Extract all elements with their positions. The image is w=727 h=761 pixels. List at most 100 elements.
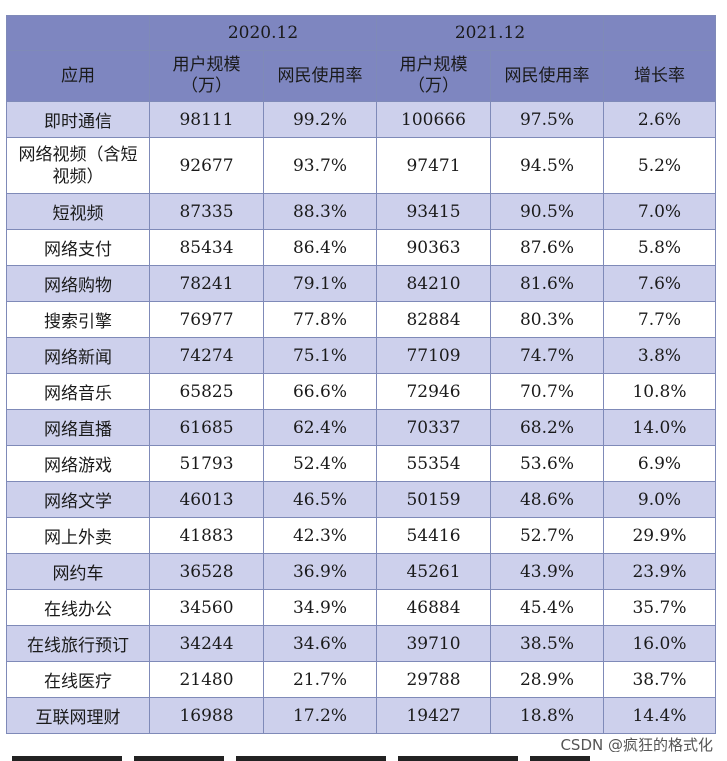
rate-2021-cell: 45.4%: [490, 589, 604, 626]
users-2021-cell: 93415: [376, 193, 491, 230]
table-row: 网络支付 85434 86.4% 90363 87.6% 5.8%: [6, 229, 716, 266]
users-2020-cell: 78241: [149, 265, 264, 302]
table-row: 网络直播 61685 62.4% 70337 68.2% 14.0%: [6, 409, 716, 446]
users-2021-cell: 70337: [376, 409, 491, 446]
app-name-cell: 网络音乐: [6, 373, 150, 410]
app-name-cell: 网络购物: [6, 265, 150, 302]
app-name-cell: 在线医疗: [6, 661, 150, 698]
rate-2021-cell: 97.5%: [490, 101, 604, 138]
growth-cell: 35.7%: [603, 589, 716, 626]
rate-2020-cell: 34.6%: [263, 625, 377, 662]
users-2021-cell: 82884: [376, 301, 491, 338]
table-row: 即时通信 98111 99.2% 100666 97.5% 2.6%: [6, 101, 716, 138]
col-header-users-2020: 用户规模（万）: [149, 50, 264, 102]
users-2020-cell: 16988: [149, 697, 264, 734]
growth-cell: 9.0%: [603, 481, 716, 518]
table-row: 在线办公 34560 34.9% 46884 45.4% 35.7%: [6, 589, 716, 626]
app-name-cell: 网络游戏: [6, 445, 150, 482]
rate-2021-cell: 94.5%: [490, 137, 604, 194]
app-name-cell: 网上外卖: [6, 517, 150, 554]
users-2020-cell: 51793: [149, 445, 264, 482]
users-2021-cell: 100666: [376, 101, 491, 138]
app-name-cell: 网络视频（含短视频）: [6, 137, 150, 194]
rate-2020-cell: 36.9%: [263, 553, 377, 590]
table-row: 网约车 36528 36.9% 45261 43.9% 23.9%: [6, 553, 716, 590]
growth-cell: 14.4%: [603, 697, 716, 734]
rate-2021-cell: 68.2%: [490, 409, 604, 446]
table-row: 互联网理财 16988 17.2% 19427 18.8% 14.4%: [6, 697, 716, 734]
users-2021-cell: 97471: [376, 137, 491, 194]
rate-2020-cell: 86.4%: [263, 229, 377, 266]
app-name-cell: 网络文学: [6, 481, 150, 518]
table-row: 网络游戏 51793 52.4% 55354 53.6% 6.9%: [6, 445, 716, 482]
rate-2021-cell: 28.9%: [490, 661, 604, 698]
users-2020-cell: 46013: [149, 481, 264, 518]
growth-cell: 5.2%: [603, 137, 716, 194]
table-row: 网上外卖 41883 42.3% 54416 52.7% 29.9%: [6, 517, 716, 554]
users-2021-cell: 50159: [376, 481, 491, 518]
col-header-growth: 增长率: [603, 50, 716, 102]
app-name-cell: 网络新闻: [6, 337, 150, 374]
header-blank-cell: [603, 15, 716, 51]
rate-2021-cell: 38.5%: [490, 625, 604, 662]
growth-cell: 16.0%: [603, 625, 716, 662]
rate-2021-cell: 80.3%: [490, 301, 604, 338]
growth-cell: 5.8%: [603, 229, 716, 266]
users-2021-cell: 39710: [376, 625, 491, 662]
rate-2020-cell: 46.5%: [263, 481, 377, 518]
growth-cell: 2.6%: [603, 101, 716, 138]
rate-2020-cell: 66.6%: [263, 373, 377, 410]
internet-apps-table: 2020.12 2021.12 应用 用户规模（万） 网民使用率 用户规模（万）…: [6, 15, 716, 734]
col-header-rate-2021: 网民使用率: [490, 50, 604, 102]
rate-2020-cell: 75.1%: [263, 337, 377, 374]
users-2020-cell: 61685: [149, 409, 264, 446]
users-2021-cell: 72946: [376, 373, 491, 410]
rate-2021-cell: 70.7%: [490, 373, 604, 410]
users-2020-cell: 76977: [149, 301, 264, 338]
year-2021-header: 2021.12: [376, 15, 604, 51]
app-name-cell: 互联网理财: [6, 697, 150, 734]
year-header-row: 2020.12 2021.12: [6, 15, 716, 51]
app-name-cell: 短视频: [6, 193, 150, 230]
rate-2020-cell: 88.3%: [263, 193, 377, 230]
users-2020-cell: 34560: [149, 589, 264, 626]
app-name-cell: 在线旅行预订: [6, 625, 150, 662]
users-2020-cell: 21480: [149, 661, 264, 698]
growth-cell: 10.8%: [603, 373, 716, 410]
users-2020-cell: 87335: [149, 193, 264, 230]
users-2020-cell: 74274: [149, 337, 264, 374]
growth-cell: 7.0%: [603, 193, 716, 230]
app-name-cell: 网络支付: [6, 229, 150, 266]
app-name-cell: 网络直播: [6, 409, 150, 446]
table-row: 在线医疗 21480 21.7% 29788 28.9% 38.7%: [6, 661, 716, 698]
table-row: 网络文学 46013 46.5% 50159 48.6% 9.0%: [6, 481, 716, 518]
rate-2020-cell: 79.1%: [263, 265, 377, 302]
app-name-cell: 在线办公: [6, 589, 150, 626]
rate-2020-cell: 17.2%: [263, 697, 377, 734]
rate-2021-cell: 81.6%: [490, 265, 604, 302]
cropped-text-line: [0, 752, 727, 761]
users-2021-cell: 54416: [376, 517, 491, 554]
year-2020-header: 2020.12: [149, 15, 377, 51]
rate-2021-cell: 43.9%: [490, 553, 604, 590]
app-name-cell: 搜索引擎: [6, 301, 150, 338]
growth-cell: 6.9%: [603, 445, 716, 482]
rate-2021-cell: 53.6%: [490, 445, 604, 482]
table-row: 网络视频（含短视频） 92677 93.7% 97471 94.5% 5.2%: [6, 137, 716, 194]
growth-cell: 23.9%: [603, 553, 716, 590]
rate-2020-cell: 93.7%: [263, 137, 377, 194]
col-header-app: 应用: [6, 50, 150, 102]
csdn-watermark: CSDN @疯狂的格式化: [560, 736, 713, 754]
table-row: 网络购物 78241 79.1% 84210 81.6% 7.6%: [6, 265, 716, 302]
users-2021-cell: 19427: [376, 697, 491, 734]
growth-cell: 7.6%: [603, 265, 716, 302]
header-blank-cell: [6, 15, 150, 51]
rate-2021-cell: 87.6%: [490, 229, 604, 266]
rate-2020-cell: 34.9%: [263, 589, 377, 626]
col-header-users-2021: 用户规模（万）: [376, 50, 491, 102]
growth-cell: 14.0%: [603, 409, 716, 446]
rate-2021-cell: 18.8%: [490, 697, 604, 734]
users-2020-cell: 41883: [149, 517, 264, 554]
table-body: 即时通信 98111 99.2% 100666 97.5% 2.6% 网络视频（含短视频） 9…: [6, 101, 716, 734]
table-row: 在线旅行预订 34244 34.6% 39710 38.5% 16.0%: [6, 625, 716, 662]
